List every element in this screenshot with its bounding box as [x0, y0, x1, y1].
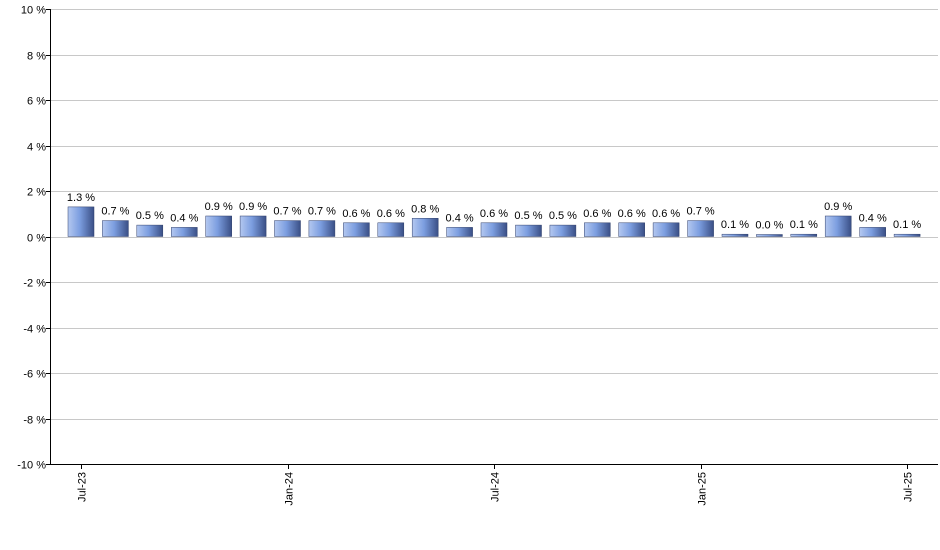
bar: [205, 215, 232, 237]
y-tick-label: 8 %: [27, 51, 46, 63]
data-label: 0.6 %: [652, 208, 680, 220]
bar: [584, 222, 611, 237]
data-label: 0.7 %: [273, 206, 301, 218]
bar: [171, 227, 198, 237]
data-labels: 1.3 % 0.7 % 0.5 % 0.4 % 0.9 % 0.9 % 0.7 % 0.7 %…: [67, 192, 921, 232]
data-label: 0.5 %: [514, 210, 542, 222]
data-label: 0.6 %: [583, 208, 611, 220]
bar: [446, 227, 473, 237]
data-label: 0.6 %: [377, 208, 405, 220]
data-label: 0.7 %: [687, 206, 715, 218]
bar: [618, 222, 645, 237]
bar: [274, 220, 301, 237]
data-label: 0.0 %: [755, 220, 783, 232]
bar: [652, 222, 680, 237]
bar: [859, 227, 886, 237]
data-label: 0.9 %: [824, 201, 852, 213]
bar: [308, 220, 336, 237]
y-tick-label: 2 %: [27, 187, 46, 199]
bar: [239, 215, 267, 237]
y-tick-label: 6 %: [27, 96, 46, 108]
x-tick-label: Jul-24: [490, 472, 502, 502]
bar: [824, 215, 852, 237]
data-label: 0.5 %: [549, 210, 577, 222]
y-tick-labels: -10 % -8 % -6 % -4 % -2 % 0 % 2 % 4 % 6 % 8 % 10 %: [17, 5, 46, 472]
y-tick-label: 10 %: [21, 5, 46, 17]
y-tick-label: -6 %: [23, 369, 46, 381]
data-label: 0.7 %: [308, 206, 336, 218]
y-tick-label: 0 %: [27, 233, 46, 245]
data-label: 0.5 %: [136, 210, 164, 222]
x-tick-labels: Jul-23 Jan-24 Jul-24 Jan-25 Jul-25: [77, 472, 915, 506]
bar: [549, 224, 577, 237]
data-label: 0.9 %: [205, 201, 233, 213]
bar: [756, 234, 783, 237]
bar: [411, 218, 439, 237]
data-label: 1.3 %: [67, 192, 95, 204]
data-label: 0.9 %: [239, 201, 267, 213]
data-label: 0.6 %: [480, 208, 508, 220]
y-tick-label: -2 %: [23, 278, 46, 290]
bar: [67, 206, 95, 237]
bar: [377, 222, 405, 237]
y-tick-label: -8 %: [23, 415, 46, 427]
x-tick-label: Jul-23: [77, 472, 89, 502]
x-tick-label: Jan-24: [284, 472, 296, 506]
x-tick-label: Jan-25: [697, 472, 709, 506]
bar: [790, 233, 818, 237]
y-tick-label: -4 %: [23, 324, 46, 336]
y-tick-label: -10 %: [17, 460, 46, 472]
data-label: 0.4 %: [170, 212, 198, 224]
data-label: 0.1 %: [790, 219, 818, 231]
data-label: 0.7 %: [101, 206, 129, 218]
bar: [136, 224, 164, 237]
x-tick-label: Jul-25: [903, 472, 915, 502]
data-label: 0.4 %: [446, 212, 474, 224]
bar: [893, 233, 921, 237]
bar: [721, 233, 749, 237]
grid-lines: [50, 9, 938, 465]
bar: [343, 222, 370, 237]
bars: [67, 206, 921, 237]
y-tick-label: 4 %: [27, 142, 46, 154]
data-label: 0.6 %: [342, 208, 370, 220]
bar: [102, 220, 129, 237]
data-label: 0.8 %: [411, 203, 439, 215]
data-label: 0.1 %: [893, 219, 921, 231]
bar: [480, 222, 508, 237]
data-label: 0.1 %: [721, 219, 749, 231]
data-label: 0.6 %: [618, 208, 646, 220]
bar: [687, 220, 714, 237]
axes: [46, 9, 938, 469]
data-label: 0.4 %: [859, 212, 887, 224]
bar: [515, 224, 542, 237]
